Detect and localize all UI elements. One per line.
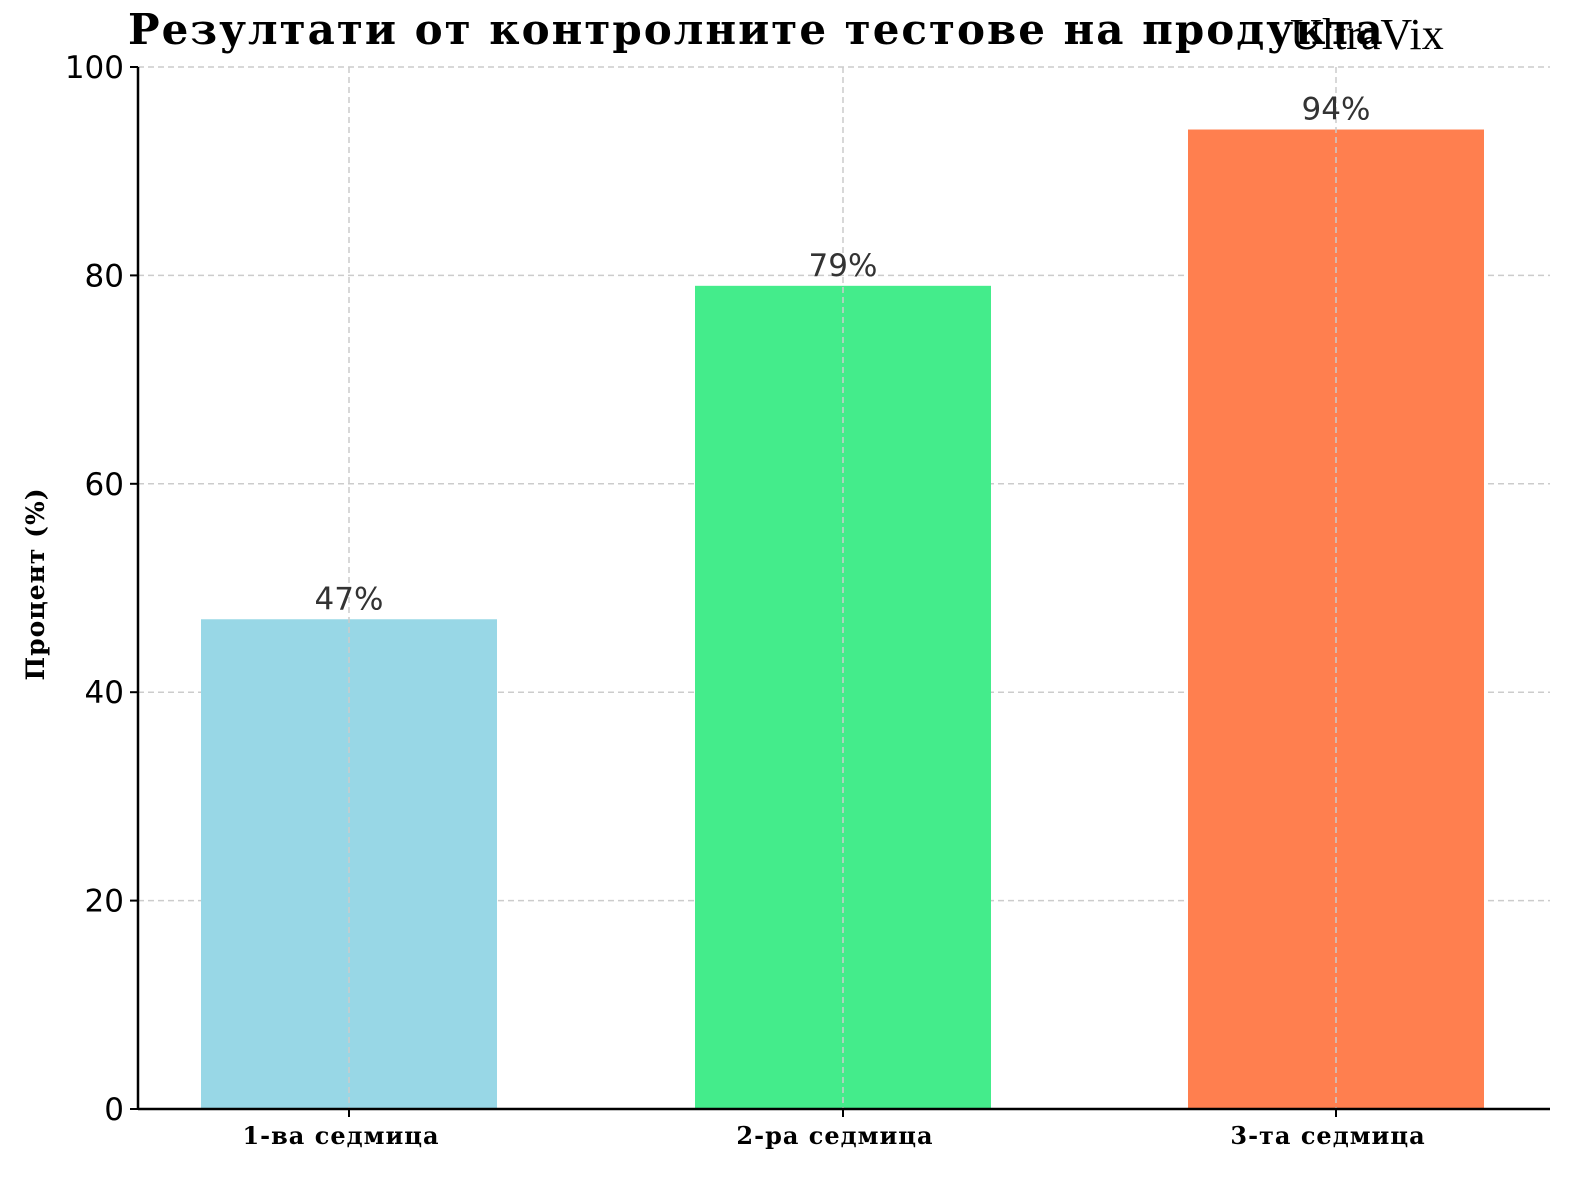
y-tick-label: 80 [85, 258, 124, 294]
y-tick-label: 40 [85, 675, 124, 711]
data-label-3: 94% [1302, 92, 1371, 128]
x-axis-ticks: 1-ва седмица 2-ра седмица 3-та седмица [242, 1109, 1425, 1150]
data-label-2: 79% [809, 248, 878, 284]
chart-title: Резултати от контролните тестове на прод… [128, 5, 1444, 59]
vertical-grid-lines [348, 67, 1337, 1109]
y-axis-ticks: 0 20 40 60 80 100 [65, 50, 138, 1128]
chart-title-brand: UltraVix [1290, 10, 1444, 59]
y-axis-label: Процент (%) [21, 487, 50, 680]
x-tick-label: 2-ра седмица [736, 1121, 933, 1150]
y-tick-label: 0 [104, 1092, 124, 1128]
x-tick-label: 1-ва седмица [242, 1121, 439, 1150]
y-tick-label: 20 [85, 884, 124, 920]
y-tick-label: 100 [65, 50, 124, 86]
x-tick-label: 3-та седмица [1230, 1121, 1425, 1150]
y-tick-label: 60 [85, 467, 124, 503]
data-label-1: 47% [315, 581, 384, 617]
chart-title-main: Резултати от контролните тестове на прод… [128, 5, 1385, 54]
data-labels: 47% 79% 94% [315, 92, 1371, 618]
